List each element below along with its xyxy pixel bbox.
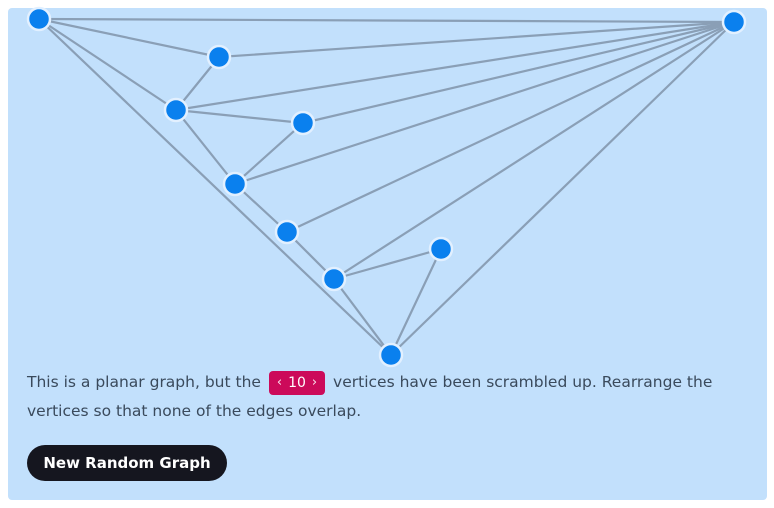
- edge-layer: [37, 17, 736, 357]
- graph-vertex[interactable]: [222, 171, 248, 197]
- vertex-layer[interactable]: [26, 6, 747, 368]
- graph-edge: [174, 108, 305, 125]
- vertex-count-value: 10: [288, 375, 306, 391]
- graph-vertex[interactable]: [163, 97, 189, 123]
- instructions-after: vertices have been scrambled up. Rearran…: [27, 373, 713, 420]
- graph-vertex[interactable]: [206, 44, 232, 70]
- graph-edge: [174, 20, 736, 112]
- graph-edge: [233, 121, 305, 186]
- vertex-count-stepper[interactable]: ‹ 10 ›: [268, 371, 326, 395]
- increment-vertices-icon[interactable]: ›: [311, 375, 318, 390]
- graph-vertex[interactable]: [321, 266, 347, 292]
- graph-edge: [37, 17, 393, 357]
- graph-edge: [285, 20, 736, 234]
- graph-edge: [233, 20, 736, 186]
- graph-vertex[interactable]: [290, 110, 316, 136]
- graph-edge: [37, 17, 178, 112]
- graph-edge: [37, 17, 736, 24]
- graph-edge: [37, 17, 221, 59]
- instructions-text: This is a planar graph, but the ‹ 10 › v…: [27, 368, 727, 426]
- instructions-before: This is a planar graph, but the: [27, 373, 261, 391]
- graph-edge: [301, 20, 736, 125]
- decrement-vertices-icon[interactable]: ‹: [276, 375, 283, 390]
- graph-vertex[interactable]: [26, 6, 52, 32]
- graph-edge: [332, 20, 736, 281]
- graph-vertex[interactable]: [721, 9, 747, 35]
- puzzle-panel: [8, 8, 767, 500]
- graph-vertex[interactable]: [428, 236, 454, 262]
- graph-vertex[interactable]: [274, 219, 300, 245]
- graph-vertex[interactable]: [378, 342, 404, 368]
- graph-edge: [332, 247, 443, 281]
- graph-edge: [332, 277, 393, 357]
- graph-edge: [174, 108, 237, 186]
- graph-edge: [389, 247, 443, 357]
- graph-edge: [217, 20, 736, 59]
- new-random-graph-button[interactable]: New Random Graph: [27, 445, 227, 481]
- graph-edge: [389, 20, 736, 357]
